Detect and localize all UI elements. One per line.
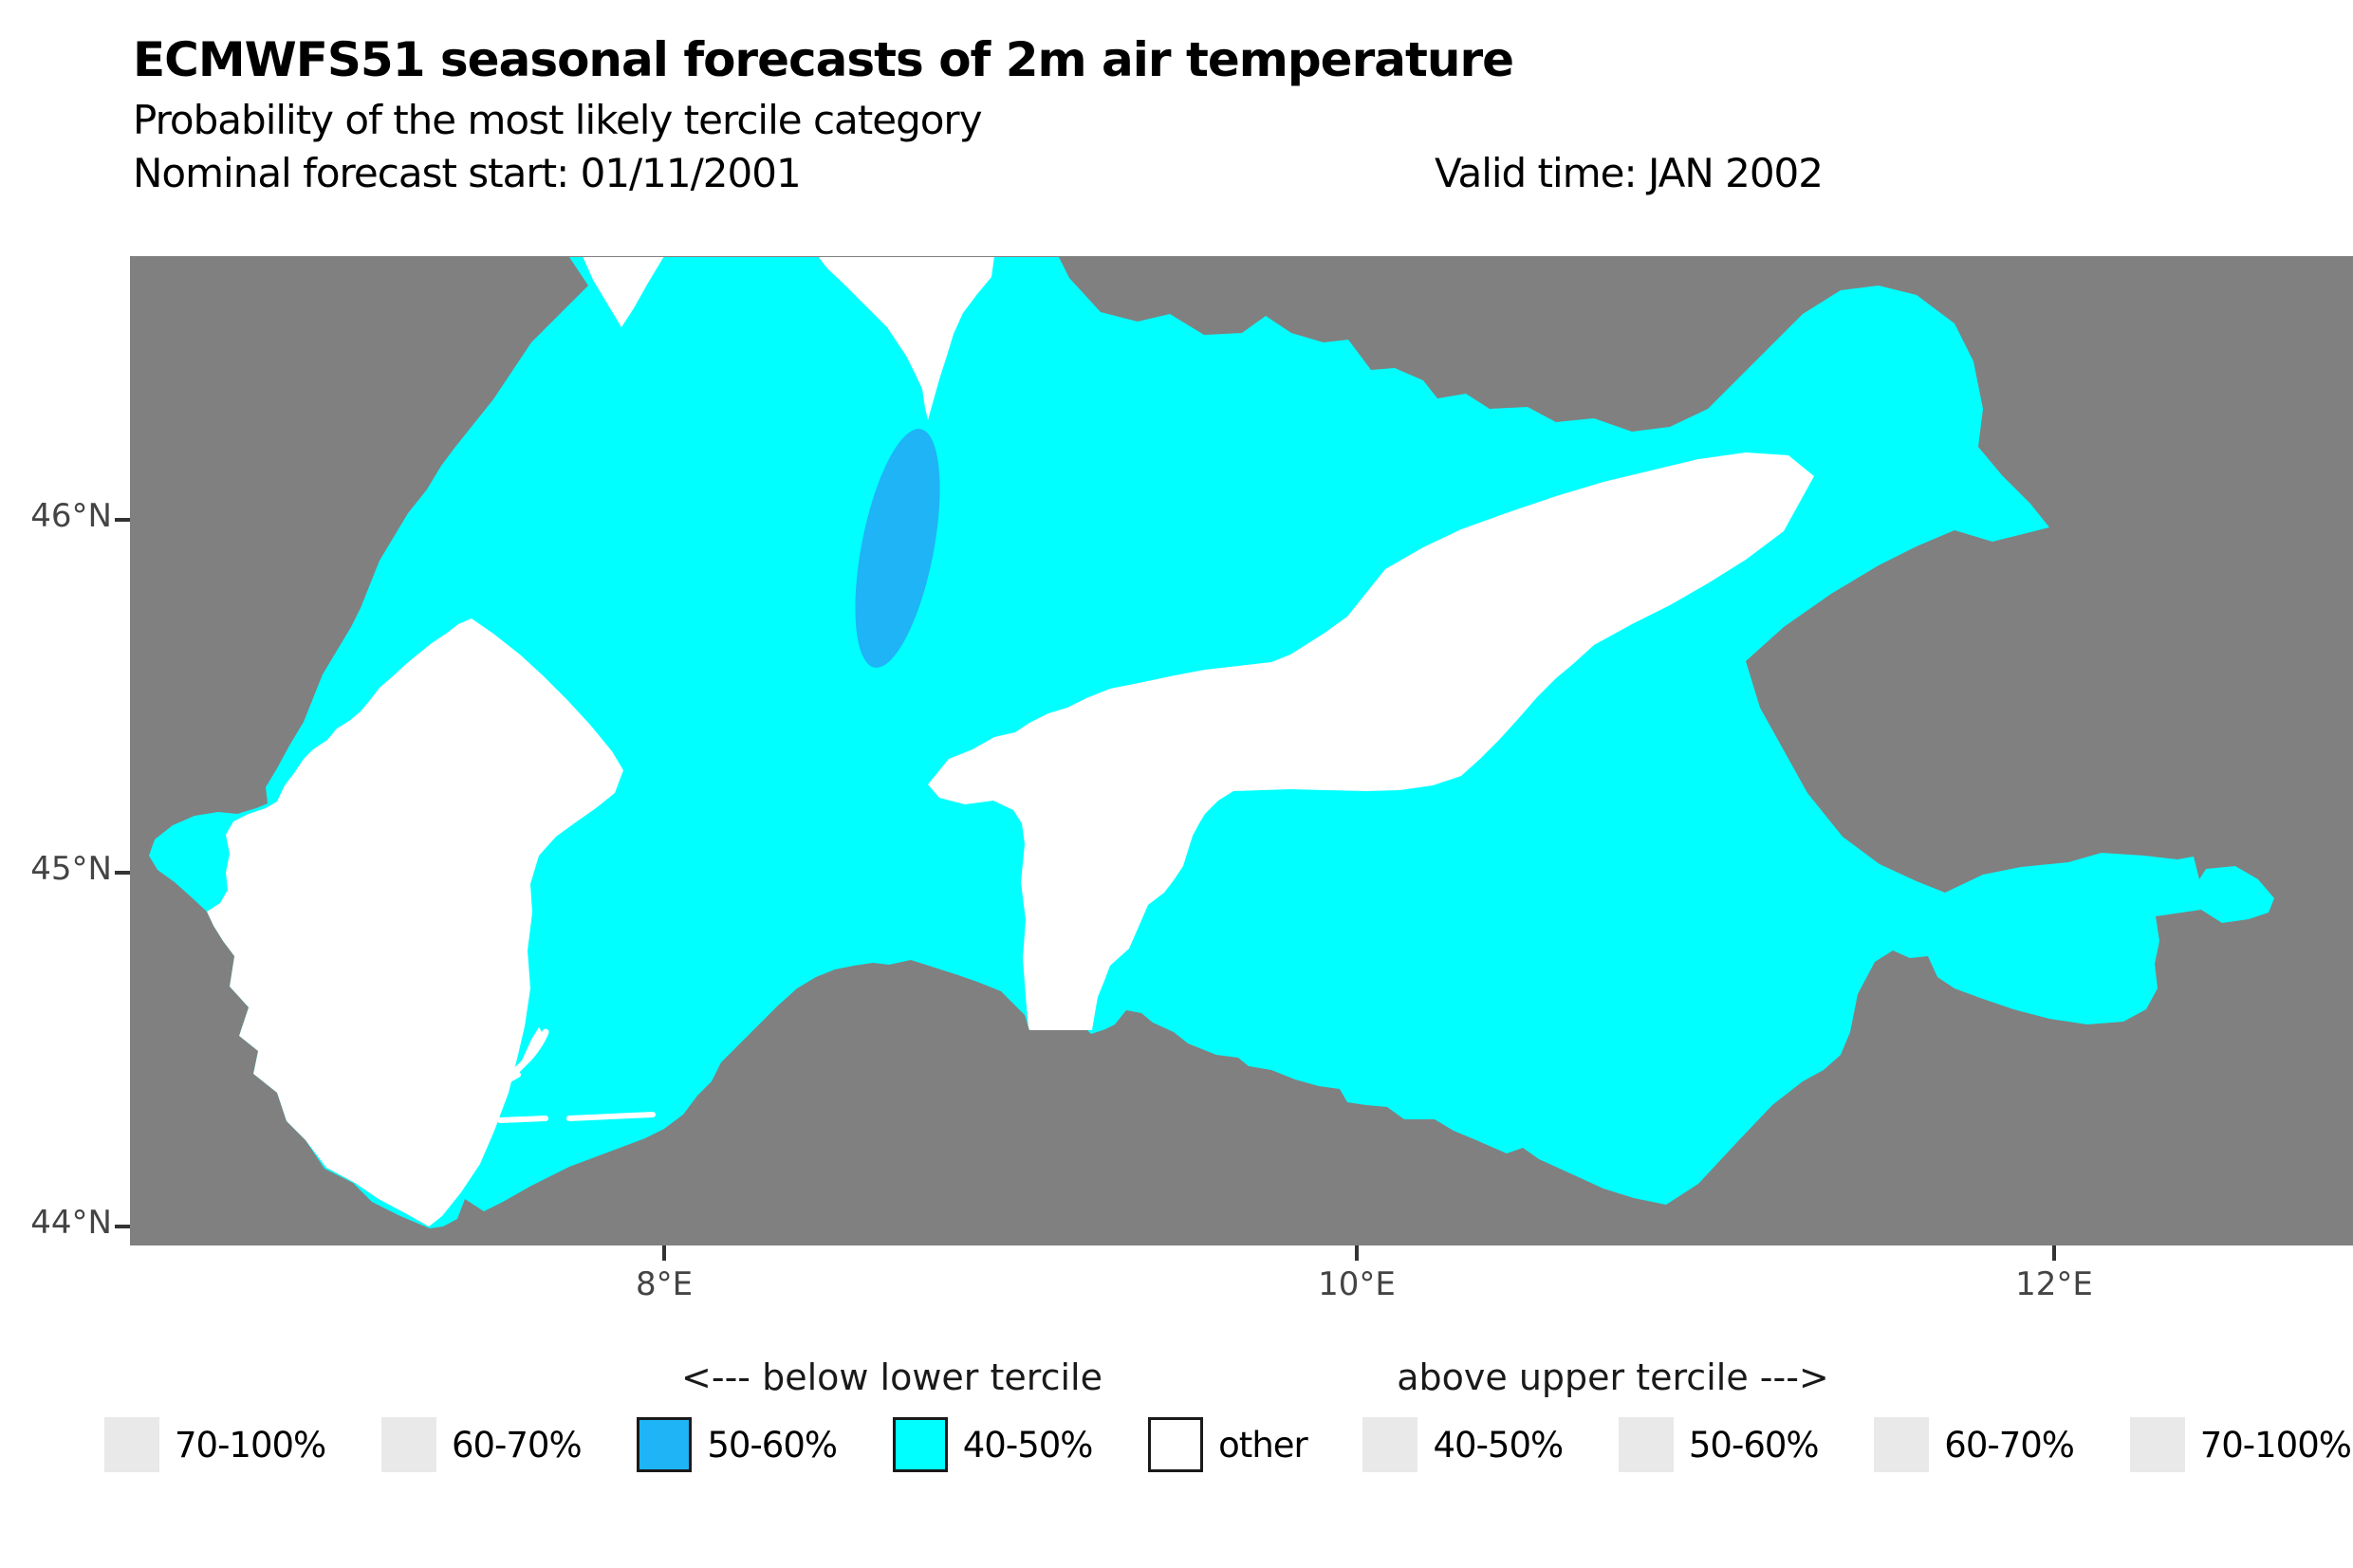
legend-label: 50-60%: [707, 1424, 838, 1466]
legend-label: other: [1218, 1424, 1308, 1466]
legend-header-above-tercile: above upper tercile --->: [1397, 1356, 1829, 1398]
legend-item: 60-70%: [1874, 1417, 2075, 1472]
legend-item: other: [1148, 1417, 1308, 1472]
legend-label: 70-100%: [175, 1424, 326, 1466]
axis-ticks: [115, 518, 2056, 1261]
map-river-filament: [497, 1116, 548, 1123]
y-axis-tick-45N: 45°N: [30, 850, 112, 888]
forecast-start-label: Nominal forecast start: 01/11/2001: [133, 150, 802, 196]
legend-item: 60-70%: [380, 1417, 583, 1472]
legend-label: 70-100%: [2199, 1424, 2352, 1466]
page-title: ECMWFS51 seasonal forecasts of 2m air te…: [133, 32, 1514, 87]
legend-item: 50-60%: [1618, 1417, 1820, 1472]
legend-label: 40-50%: [962, 1424, 1094, 1466]
map-region-below-tercile-50-60-lake: [855, 429, 940, 668]
map-river-filament: [428, 1028, 549, 1152]
x-axis-tick-12E: 12°E: [2015, 1265, 2093, 1303]
map-region-other-small-northwest: [583, 257, 664, 327]
legend-swatch-below-40-50: [892, 1417, 948, 1472]
legend: 70-100% 60-70% 50-60% 40-50% other 40-50…: [104, 1417, 2352, 1472]
legend-swatch-above-40-50: [1362, 1417, 1418, 1472]
x-axis-tick-8E: 8°E: [635, 1265, 694, 1303]
legend-item: 70-100%: [2129, 1417, 2352, 1472]
map-region-other-west: [207, 618, 623, 1227]
legend-label: 50-60%: [1688, 1424, 1820, 1466]
legend-swatch-below-70-100: [104, 1417, 159, 1472]
valid-time-label: Valid time: JAN 2002: [1435, 150, 1824, 196]
map-region-other-lagoon-patch: [522, 1027, 544, 1061]
legend-swatch-above-50-60: [1618, 1417, 1674, 1472]
legend-label: 40-50%: [1433, 1424, 1564, 1466]
legend-header-below-tercile: <--- below lower tercile: [681, 1356, 1102, 1398]
legend-label: 60-70%: [451, 1424, 583, 1466]
legend-swatch-above-70-100: [2129, 1417, 2185, 1472]
legend-item: 40-50%: [1362, 1417, 1564, 1472]
legend-item: 50-60%: [637, 1417, 838, 1472]
map-region-other-po-valley: [928, 452, 1814, 1030]
legend-swatch-below-50-60: [637, 1417, 693, 1472]
map-river-filament: [472, 1072, 521, 1109]
y-axis-tick-46N: 46°N: [30, 497, 112, 535]
legend-label: 60-70%: [1944, 1424, 2075, 1466]
map-region-other-north-notch: [818, 257, 994, 420]
forecast-map: [115, 256, 2353, 1261]
legend-swatch-below-60-70: [380, 1417, 436, 1472]
legend-item: 70-100%: [104, 1417, 326, 1472]
x-axis-tick-10E: 10°E: [1318, 1265, 1396, 1303]
legend-swatch-above-60-70: [1874, 1417, 1930, 1472]
legend-item: 40-50%: [892, 1417, 1094, 1472]
subtitle: Probability of the most likely tercile c…: [133, 97, 983, 143]
map-river-filament: [566, 1112, 656, 1121]
y-axis-tick-44N: 44°N: [30, 1204, 112, 1242]
legend-swatch-other: [1148, 1417, 1204, 1472]
